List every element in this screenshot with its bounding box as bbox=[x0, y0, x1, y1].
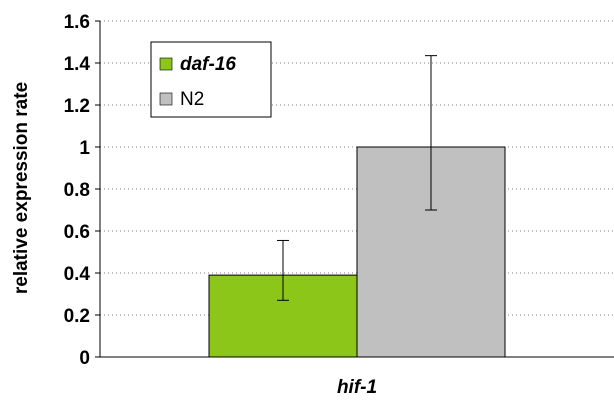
legend: daf-16 N2 bbox=[150, 41, 272, 118]
y-axis: 0 0.2 0.4 0.6 0.8 1 1.2 1.4 1.6 bbox=[64, 12, 101, 369]
legend-swatch-daf-16 bbox=[159, 57, 173, 71]
y-tick-label: 1.6 bbox=[64, 12, 90, 33]
error-bars bbox=[277, 55, 437, 301]
y-tick-label: 0.6 bbox=[64, 222, 90, 243]
legend-label-daf-16: daf-16 bbox=[180, 54, 236, 75]
y-tick-label: 0.4 bbox=[64, 264, 91, 285]
y-tick-label: 0 bbox=[79, 348, 90, 369]
bars bbox=[208, 146, 506, 358]
legend-label-N2: N2 bbox=[180, 89, 204, 110]
y-tick-label: 0.8 bbox=[64, 180, 90, 201]
y-tick-label: 1.4 bbox=[64, 54, 91, 75]
legend-swatch-N2 bbox=[159, 92, 173, 106]
x-axis: hif-1 bbox=[100, 356, 614, 398]
y-tick-label: 0.2 bbox=[64, 306, 90, 327]
y-axis-title: relative expression rate bbox=[11, 82, 32, 294]
y-tick-label: 1 bbox=[79, 138, 90, 159]
x-category-label: hif-1 bbox=[337, 377, 377, 398]
y-tick-label: 1.2 bbox=[64, 96, 90, 117]
